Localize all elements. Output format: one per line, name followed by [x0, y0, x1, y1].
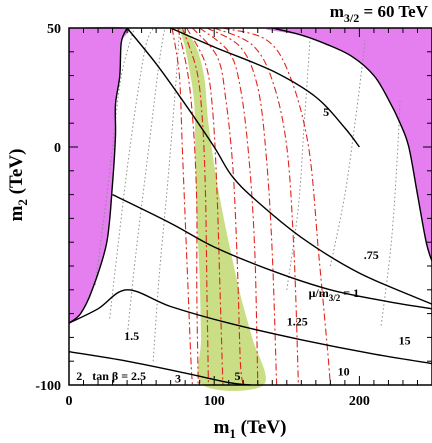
contour-label: 5 — [235, 369, 241, 383]
black-contour-4 — [112, 193, 432, 310]
red-contour-7 — [213, 27, 299, 386]
contour-label: 10 — [338, 364, 350, 378]
gray-contour-5 — [329, 39, 366, 267]
gray-dotted-contours — [94, 27, 401, 362]
red-contour-6 — [206, 27, 278, 386]
contour-label: 1.5 — [124, 329, 139, 343]
black-contour-5 — [68, 289, 432, 365]
gray-contour-2 — [126, 27, 166, 338]
red-contour-8 — [222, 27, 331, 386]
region-2 — [179, 28, 266, 391]
region-0 — [69, 26, 131, 324]
red-contour-1 — [177, 27, 199, 386]
y-tick-label: -100 — [35, 379, 61, 394]
gray-contour-4 — [286, 39, 311, 290]
x-tick-label: 100 — [204, 394, 225, 409]
y-tick-label: 50 — [47, 22, 61, 37]
black-solid-contours — [68, 27, 432, 386]
red-contour-3 — [186, 27, 224, 386]
black-contour-6 — [68, 351, 251, 386]
red-contour-2 — [181, 27, 209, 386]
contour-label: 3 — [175, 372, 181, 386]
chart-title: m3/2 = 60 TeV — [330, 2, 429, 25]
black-contour-1 — [272, 27, 432, 262]
region-1 — [266, 27, 432, 262]
contour-label: 1.25 — [287, 315, 308, 329]
y-tick-label: 0 — [54, 141, 61, 156]
x-tick-label: 0 — [66, 394, 73, 409]
red-contour-0 — [171, 27, 193, 386]
filled-regions — [69, 26, 432, 391]
contour-label: 2 — [76, 369, 82, 383]
x-axis-label: m1 (TeV) — [214, 417, 287, 441]
gray-contour-0 — [94, 27, 135, 286]
axis-ticks: 0 100 200 -100 0 50 — [35, 22, 432, 409]
contour-label: .75 — [364, 248, 379, 262]
contour-label: 5 — [323, 105, 329, 119]
contour-label: tan β = 2.5 — [92, 369, 146, 383]
x-tick-label: 200 — [349, 394, 370, 409]
contour-labels: 5 .75 μ/m3/2 = 11.25 15 1.5 10 2 tan β = 2.5 3 5 — [76, 105, 410, 386]
y-axis-label: m2 (TeV) — [6, 149, 30, 222]
black-contour-3 — [126, 27, 432, 305]
black-contour-2 — [170, 27, 360, 148]
gray-contour-1 — [109, 27, 154, 319]
contour-label: 15 — [399, 334, 411, 348]
contour-label: μ/m3/2 = 1 — [309, 286, 360, 303]
gray-contour-3 — [152, 27, 180, 362]
plot-frame — [68, 27, 432, 386]
gray-contour-6 — [380, 99, 401, 326]
black-contour-0 — [68, 27, 128, 324]
red-dashed-contours — [171, 27, 331, 386]
